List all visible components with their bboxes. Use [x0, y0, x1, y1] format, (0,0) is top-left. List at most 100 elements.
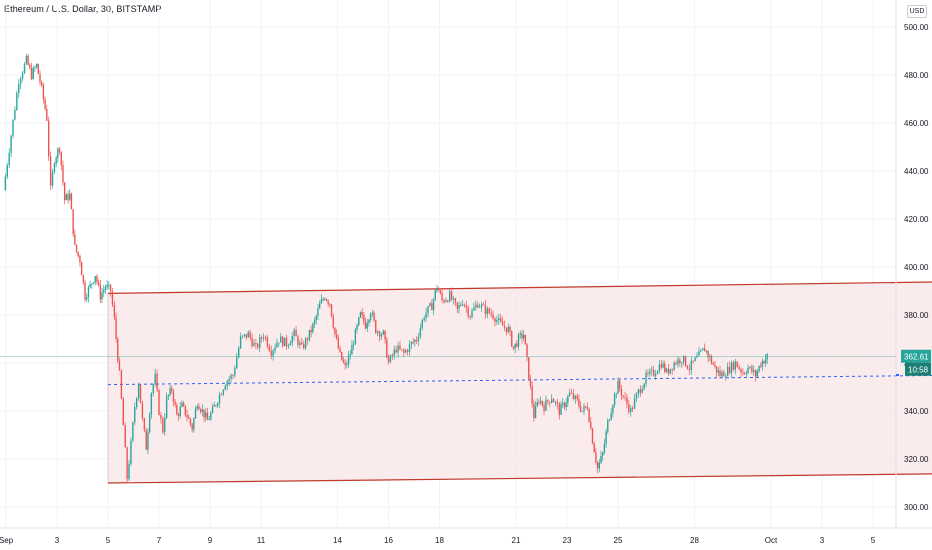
candle-body [89, 284, 91, 288]
candle-body [541, 400, 544, 406]
candle-body [55, 157, 57, 164]
chart-title: Ethereum / U.S. Dollar, 30, BITSTAMP [4, 4, 162, 14]
x-tick-label: 28 [690, 536, 699, 545]
candle-body [255, 343, 257, 345]
candle-body [109, 284, 112, 292]
candle-body [622, 395, 624, 397]
candle-body [87, 287, 90, 298]
candle-body [753, 370, 755, 372]
candle-body [743, 373, 746, 375]
candle-body [260, 337, 263, 339]
candle-body [351, 345, 353, 355]
candle-body [188, 417, 190, 419]
candle-body [441, 293, 443, 301]
channel-upper-line [107, 281, 932, 294]
candle-body [732, 362, 735, 370]
candle-body [647, 372, 649, 374]
candle-body [755, 370, 757, 377]
candle-body [460, 305, 462, 307]
candle-body [721, 371, 723, 377]
candle-body [236, 357, 238, 369]
candle-body [417, 336, 420, 341]
countdown-badge [905, 362, 931, 376]
candle-body [154, 373, 156, 385]
candle-body [443, 300, 445, 302]
y-tick-label: 300.00 [904, 503, 929, 512]
candle-body [291, 335, 293, 343]
candle-body [439, 291, 442, 294]
candle-body [150, 393, 153, 415]
candle-body [578, 398, 580, 406]
candle-body [562, 402, 564, 404]
candle-body [612, 405, 614, 413]
candle-body [243, 334, 246, 336]
candle-body [96, 276, 98, 282]
candle-body [101, 292, 103, 300]
candle-body [14, 109, 16, 120]
candle-body [512, 346, 515, 349]
candle-body [376, 331, 379, 334]
candle-body [222, 389, 225, 395]
candle-body [97, 281, 100, 285]
candle-body [669, 368, 671, 374]
candle-body [403, 349, 405, 353]
candle-body [605, 431, 607, 445]
candle-body [454, 298, 457, 303]
candle-body [607, 420, 609, 432]
candle-body [449, 291, 451, 302]
candle-body [283, 337, 286, 347]
candle-body [707, 351, 709, 358]
candle-body [673, 362, 675, 370]
candle-body [8, 152, 10, 166]
candle-body [137, 384, 140, 399]
x-tick-label: 14 [333, 536, 342, 545]
candle-body [239, 336, 242, 349]
candle-body [72, 209, 74, 235]
candle-body [742, 372, 744, 374]
candle-body [408, 344, 411, 353]
candle-body [494, 318, 496, 323]
candle-body [635, 393, 638, 399]
candle-body [75, 244, 78, 252]
candle-body [337, 338, 340, 349]
candle-body [245, 334, 248, 338]
candle-body [705, 351, 708, 352]
candle-body [450, 291, 453, 300]
candle-body [198, 406, 200, 410]
candle-body [717, 370, 719, 373]
candle-body [395, 349, 397, 353]
candle-body [297, 336, 299, 345]
candle-body [162, 418, 164, 433]
candle-body [560, 403, 562, 415]
candle-body [434, 290, 436, 300]
candle-body [199, 409, 202, 412]
x-tick-label: 5 [871, 536, 876, 545]
candle-body [289, 342, 292, 346]
candle-body [740, 369, 742, 373]
candle-body [756, 371, 759, 377]
candle-body [552, 399, 555, 403]
candle-body [649, 370, 651, 374]
candle-body [574, 395, 576, 399]
candle-body [519, 333, 521, 335]
candle-body [393, 349, 395, 356]
candle-body [436, 288, 438, 291]
candle-body [531, 386, 533, 404]
candle-body [128, 463, 130, 480]
candle-body [169, 388, 171, 395]
candle-body [230, 375, 232, 379]
candle-body [57, 148, 59, 158]
candle-body [698, 351, 700, 356]
candle-body [568, 392, 571, 397]
currency-badge[interactable]: USD [907, 5, 927, 18]
candle-body [259, 337, 261, 348]
candle-body [445, 300, 447, 302]
candle-body [645, 372, 647, 384]
candle-body [42, 85, 45, 100]
candle-body [237, 348, 240, 358]
candle-body [49, 156, 52, 186]
x-tick-label: Oct [765, 536, 778, 545]
candle-body [18, 84, 20, 94]
candle-body [172, 390, 175, 402]
